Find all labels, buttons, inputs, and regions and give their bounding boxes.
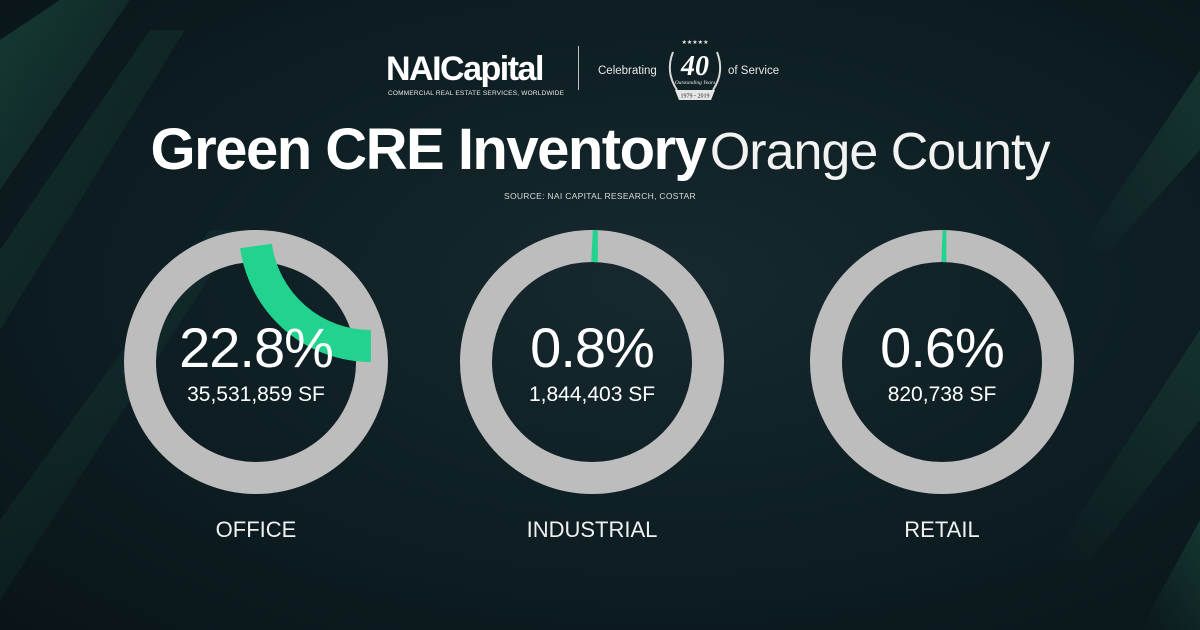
title-light: Orange County bbox=[709, 123, 1051, 181]
nai-capital-logo: NAICapital bbox=[386, 50, 544, 88]
of-service-text: of Service bbox=[728, 65, 780, 77]
brand-header: NAICapital COMMERCIAL REAL ESTATE SERVIC… bbox=[386, 39, 806, 108]
donut-office-svg bbox=[124, 230, 388, 494]
svg-text:★★★★★: ★★★★★ bbox=[682, 39, 709, 46]
donut-industrial: 0.8% 1,844,403 SF bbox=[458, 228, 726, 496]
office-percent: 22.8% bbox=[179, 316, 334, 379]
badge-script: Outstanding Years bbox=[675, 80, 716, 86]
badge-years: 1979 - 2019 bbox=[681, 94, 710, 100]
donut-track bbox=[124, 230, 388, 494]
donut-value-arc bbox=[240, 243, 372, 363]
industrial-percent: 0.8% bbox=[530, 316, 655, 379]
title-bold: Green CRE Inventory bbox=[150, 117, 707, 182]
donut-retail-svg bbox=[810, 230, 1074, 494]
logo-tagline: COMMERCIAL REAL ESTATE SERVICES, WORLDWI… bbox=[388, 90, 565, 97]
office-label: OFFICE bbox=[215, 517, 297, 542]
retail-label: RETAIL bbox=[904, 517, 980, 542]
retail-percent: 0.6% bbox=[880, 316, 1005, 379]
celebrating-text: Celebrating bbox=[598, 65, 657, 77]
brand-divider bbox=[578, 46, 579, 90]
donut-industrial-svg bbox=[460, 230, 724, 494]
source-note: SOURCE: NAI CAPITAL RESEARCH, COSTAR bbox=[503, 191, 696, 201]
anniversary-badge-icon: ★★★★★ 40 Outstanding Years 1979 - 2019 bbox=[668, 39, 722, 100]
retail-square-feet: 820,738 SF bbox=[887, 383, 997, 406]
industrial-square-feet: 1,844,403 SF bbox=[528, 383, 656, 406]
donut-office: 22.8% 35,531,859 SF bbox=[122, 228, 390, 496]
industrial-label: INDUSTRIAL bbox=[526, 517, 658, 542]
donut-retail: 0.6% 820,738 SF bbox=[808, 228, 1076, 496]
office-square-feet: 35,531,859 SF bbox=[187, 383, 325, 406]
badge-number: 40 bbox=[680, 51, 709, 82]
page-title: Green CRE Inventory Orange County bbox=[0, 118, 1200, 197]
